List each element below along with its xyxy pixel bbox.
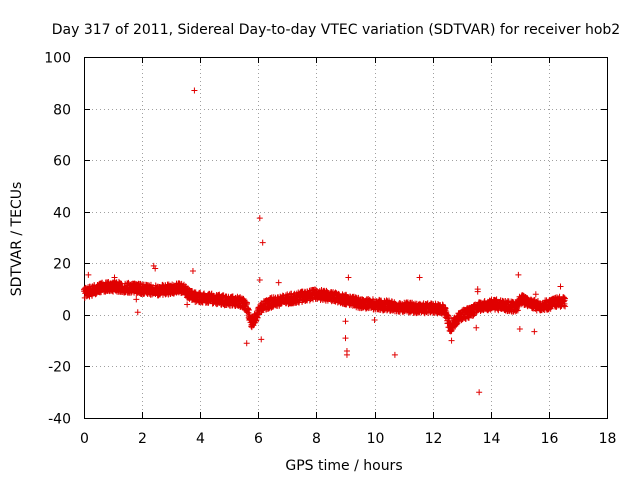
chart-title: Day 317 of 2011, Sidereal Day-to-day VTE… — [52, 22, 620, 38]
data-point — [259, 239, 266, 246]
data-point — [445, 312, 452, 319]
data-point — [473, 324, 480, 331]
x-tick-labels: 0 2 4 6 8 10 12 14 16 18 — [80, 431, 616, 447]
x-tick-label: 2 — [138, 431, 147, 447]
plot-frame — [84, 57, 608, 419]
data-point — [342, 335, 349, 342]
y-tick-labels: -40 -20 0 20 40 60 80 100 — [44, 51, 71, 428]
x-axis-label: GPS time / hours — [285, 458, 402, 474]
data-point — [476, 389, 483, 396]
data-point — [561, 295, 568, 302]
data-point — [189, 268, 196, 275]
data-point — [557, 283, 564, 290]
data-point — [184, 301, 191, 308]
data-point — [85, 271, 92, 278]
grid — [84, 57, 607, 418]
data-point — [391, 351, 398, 358]
data-point — [256, 215, 263, 222]
data-point — [493, 296, 500, 303]
axis-ticks — [84, 57, 608, 419]
x-tick-label: 14 — [483, 431, 501, 447]
data-point — [243, 299, 250, 306]
data-point — [232, 302, 239, 309]
x-tick-label: 6 — [254, 431, 263, 447]
data-point — [474, 286, 481, 293]
data-point — [150, 262, 157, 269]
x-tick-label: 16 — [541, 431, 559, 447]
data-point — [191, 87, 198, 94]
data-point — [343, 351, 350, 358]
data-point — [514, 307, 521, 314]
y-tick-label: 20 — [53, 257, 71, 273]
data-point — [448, 337, 455, 344]
x-tick-label: 0 — [80, 431, 89, 447]
y-tick-label: 0 — [62, 309, 71, 325]
y-tick-label: 80 — [53, 103, 71, 119]
data-point — [534, 298, 541, 305]
data-point — [275, 279, 282, 286]
data-point — [561, 294, 568, 301]
data-point — [442, 305, 449, 312]
data-point — [416, 274, 423, 281]
data-point — [258, 336, 265, 343]
x-tick-label: 10 — [367, 431, 385, 447]
data-point — [298, 288, 305, 295]
x-tick-label: 4 — [196, 431, 205, 447]
data-point — [152, 265, 159, 272]
y-tick-label: -40 — [48, 412, 71, 428]
x-tick-label: 18 — [599, 431, 617, 447]
data-point — [371, 317, 378, 324]
data-point — [111, 274, 118, 281]
data-point — [532, 291, 539, 298]
x-tick-label: 12 — [425, 431, 443, 447]
y-tick-label: 60 — [53, 154, 71, 170]
y-axis-label: SDTVAR / TECUs — [9, 182, 25, 297]
data-point — [562, 303, 569, 310]
data-point — [516, 326, 523, 333]
data-point — [345, 274, 352, 281]
data-point — [256, 277, 263, 284]
data-point — [133, 296, 140, 303]
data-point — [515, 271, 522, 278]
data-point — [134, 309, 141, 316]
x-tick-label: 8 — [312, 431, 321, 447]
data-point — [342, 318, 349, 325]
y-tick-label: -20 — [48, 360, 71, 376]
data-point — [531, 328, 538, 335]
y-tick-label: 100 — [44, 51, 71, 67]
data-point — [243, 340, 250, 347]
data-points — [81, 87, 569, 396]
y-tick-label: 40 — [53, 206, 71, 222]
data-point — [245, 306, 252, 313]
